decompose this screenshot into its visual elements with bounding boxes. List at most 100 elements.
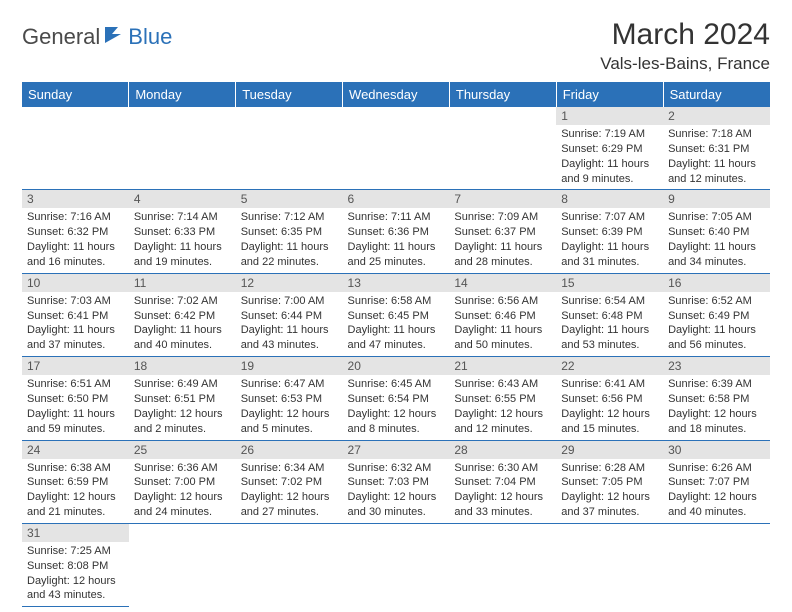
day-number: 23	[663, 357, 770, 375]
day-info-line: Daylight: 11 hours	[454, 323, 551, 338]
day-info-line: Sunset: 6:50 PM	[27, 392, 124, 407]
day-number: 21	[449, 357, 556, 375]
day-info-line: and 33 minutes.	[454, 505, 551, 520]
day-info-line: Sunrise: 7:18 AM	[668, 127, 765, 142]
day-info-line: Daylight: 11 hours	[134, 240, 231, 255]
calendar-day-cell: 17Sunrise: 6:51 AMSunset: 6:50 PMDayligh…	[22, 357, 129, 440]
day-info-line: and 28 minutes.	[454, 255, 551, 270]
day-number: 4	[129, 190, 236, 208]
weekday-header: Monday	[129, 82, 236, 107]
title-block: March 2024 Vals-les-Bains, France	[600, 18, 770, 74]
flag-icon	[104, 26, 126, 49]
header: General Blue March 2024 Vals-les-Bains, …	[22, 18, 770, 74]
day-info-line: Sunrise: 6:51 AM	[27, 377, 124, 392]
calendar-day-cell: 24Sunrise: 6:38 AMSunset: 6:59 PMDayligh…	[22, 440, 129, 523]
day-info: Sunrise: 6:38 AMSunset: 6:59 PMDaylight:…	[22, 459, 129, 523]
day-info: Sunrise: 6:28 AMSunset: 7:05 PMDaylight:…	[556, 459, 663, 523]
calendar-day-cell: 27Sunrise: 6:32 AMSunset: 7:03 PMDayligh…	[343, 440, 450, 523]
calendar-body: 1Sunrise: 7:19 AMSunset: 6:29 PMDaylight…	[22, 107, 770, 607]
day-number: 24	[22, 441, 129, 459]
day-number: 7	[449, 190, 556, 208]
calendar-day-cell	[236, 107, 343, 190]
day-info: Sunrise: 6:51 AMSunset: 6:50 PMDaylight:…	[22, 375, 129, 439]
day-info-line: and 5 minutes.	[241, 422, 338, 437]
day-info-line: Sunset: 6:55 PM	[454, 392, 551, 407]
calendar-day-cell: 19Sunrise: 6:47 AMSunset: 6:53 PMDayligh…	[236, 357, 343, 440]
day-info-line: Sunset: 6:46 PM	[454, 309, 551, 324]
day-number: 27	[343, 441, 450, 459]
day-number: 9	[663, 190, 770, 208]
day-info-line: Daylight: 11 hours	[27, 323, 124, 338]
calendar-week-row: 10Sunrise: 7:03 AMSunset: 6:41 PMDayligh…	[22, 273, 770, 356]
day-info: Sunrise: 7:16 AMSunset: 6:32 PMDaylight:…	[22, 208, 129, 272]
day-info-line: Sunrise: 6:45 AM	[348, 377, 445, 392]
day-number: 15	[556, 274, 663, 292]
day-info-line: Daylight: 11 hours	[561, 323, 658, 338]
day-info-line: Daylight: 12 hours	[241, 490, 338, 505]
day-number: 31	[22, 524, 129, 542]
calendar-week-row: 31Sunrise: 7:25 AMSunset: 8:08 PMDayligh…	[22, 523, 770, 606]
calendar-day-cell	[343, 107, 450, 190]
day-info-line: Daylight: 12 hours	[134, 407, 231, 422]
day-info-line: Sunrise: 6:58 AM	[348, 294, 445, 309]
day-info: Sunrise: 7:14 AMSunset: 6:33 PMDaylight:…	[129, 208, 236, 272]
day-number: 16	[663, 274, 770, 292]
day-info-line: Sunrise: 7:14 AM	[134, 210, 231, 225]
calendar-day-cell: 7Sunrise: 7:09 AMSunset: 6:37 PMDaylight…	[449, 190, 556, 273]
calendar-day-cell: 28Sunrise: 6:30 AMSunset: 7:04 PMDayligh…	[449, 440, 556, 523]
day-info-line: Daylight: 12 hours	[454, 407, 551, 422]
calendar-day-cell: 16Sunrise: 6:52 AMSunset: 6:49 PMDayligh…	[663, 273, 770, 356]
day-info-line: and 59 minutes.	[27, 422, 124, 437]
day-info: Sunrise: 6:54 AMSunset: 6:48 PMDaylight:…	[556, 292, 663, 356]
day-number: 13	[343, 274, 450, 292]
day-info: Sunrise: 7:11 AMSunset: 6:36 PMDaylight:…	[343, 208, 450, 272]
day-info-line: and 50 minutes.	[454, 338, 551, 353]
day-info-line: and 2 minutes.	[134, 422, 231, 437]
day-info-line: Sunrise: 7:16 AM	[27, 210, 124, 225]
day-info: Sunrise: 7:05 AMSunset: 6:40 PMDaylight:…	[663, 208, 770, 272]
calendar-day-cell: 10Sunrise: 7:03 AMSunset: 6:41 PMDayligh…	[22, 273, 129, 356]
day-number: 14	[449, 274, 556, 292]
day-info-line: Daylight: 12 hours	[27, 574, 124, 589]
calendar-day-cell: 1Sunrise: 7:19 AMSunset: 6:29 PMDaylight…	[556, 107, 663, 190]
day-number: 3	[22, 190, 129, 208]
calendar-day-cell: 31Sunrise: 7:25 AMSunset: 8:08 PMDayligh…	[22, 523, 129, 606]
day-info-line: and 37 minutes.	[561, 505, 658, 520]
calendar-day-cell: 21Sunrise: 6:43 AMSunset: 6:55 PMDayligh…	[449, 357, 556, 440]
calendar-day-cell: 9Sunrise: 7:05 AMSunset: 6:40 PMDaylight…	[663, 190, 770, 273]
calendar-day-cell: 6Sunrise: 7:11 AMSunset: 6:36 PMDaylight…	[343, 190, 450, 273]
day-info-line: Sunset: 7:07 PM	[668, 475, 765, 490]
day-info-line: Sunset: 8:08 PM	[27, 559, 124, 574]
day-info: Sunrise: 7:25 AMSunset: 8:08 PMDaylight:…	[22, 542, 129, 606]
weekday-header: Sunday	[22, 82, 129, 107]
day-info-line: Sunset: 7:00 PM	[134, 475, 231, 490]
day-info-line: Sunset: 7:02 PM	[241, 475, 338, 490]
day-info: Sunrise: 6:32 AMSunset: 7:03 PMDaylight:…	[343, 459, 450, 523]
weekday-header-row: SundayMondayTuesdayWednesdayThursdayFrid…	[22, 82, 770, 107]
day-info-line: Daylight: 11 hours	[668, 240, 765, 255]
calendar-day-cell: 4Sunrise: 7:14 AMSunset: 6:33 PMDaylight…	[129, 190, 236, 273]
calendar-week-row: 3Sunrise: 7:16 AMSunset: 6:32 PMDaylight…	[22, 190, 770, 273]
day-info-line: Sunrise: 6:26 AM	[668, 461, 765, 476]
calendar-day-cell: 5Sunrise: 7:12 AMSunset: 6:35 PMDaylight…	[236, 190, 343, 273]
day-info-line: and 31 minutes.	[561, 255, 658, 270]
day-info-line: Daylight: 11 hours	[134, 323, 231, 338]
day-info-line: Sunset: 7:05 PM	[561, 475, 658, 490]
day-info-line: Daylight: 12 hours	[668, 490, 765, 505]
day-info-line: and 40 minutes.	[134, 338, 231, 353]
day-info-line: Sunrise: 6:39 AM	[668, 377, 765, 392]
day-number: 26	[236, 441, 343, 459]
calendar-week-row: 17Sunrise: 6:51 AMSunset: 6:50 PMDayligh…	[22, 357, 770, 440]
day-info: Sunrise: 6:47 AMSunset: 6:53 PMDaylight:…	[236, 375, 343, 439]
day-info: Sunrise: 6:41 AMSunset: 6:56 PMDaylight:…	[556, 375, 663, 439]
day-info: Sunrise: 7:00 AMSunset: 6:44 PMDaylight:…	[236, 292, 343, 356]
day-info-line: Daylight: 12 hours	[348, 407, 445, 422]
day-info-line: Sunset: 6:49 PM	[668, 309, 765, 324]
day-info-line: and 37 minutes.	[27, 338, 124, 353]
day-info-line: Daylight: 11 hours	[241, 323, 338, 338]
calendar-day-cell: 20Sunrise: 6:45 AMSunset: 6:54 PMDayligh…	[343, 357, 450, 440]
day-info-line: Sunset: 6:59 PM	[27, 475, 124, 490]
day-info-line: Sunrise: 6:41 AM	[561, 377, 658, 392]
calendar-day-cell: 12Sunrise: 7:00 AMSunset: 6:44 PMDayligh…	[236, 273, 343, 356]
day-info: Sunrise: 6:58 AMSunset: 6:45 PMDaylight:…	[343, 292, 450, 356]
